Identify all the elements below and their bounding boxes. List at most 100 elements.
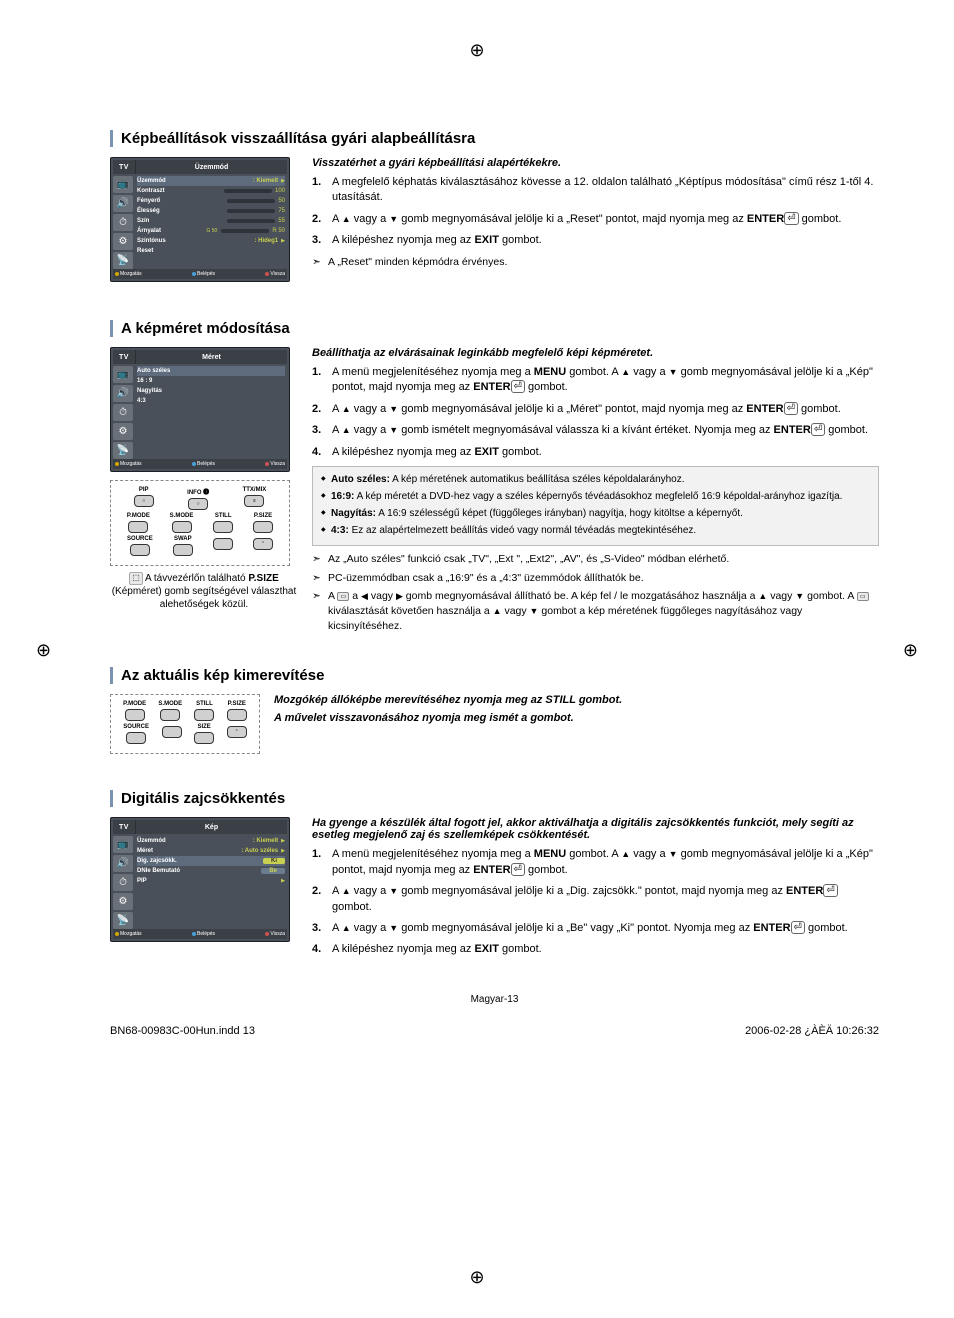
tv-row: Méret: Auto széles▶	[137, 846, 285, 856]
note-text: A „Reset" minden képmódra érvényes.	[328, 255, 507, 270]
tv-header-title: Üzemmód	[135, 160, 287, 174]
remote-btn: SOURCE	[127, 536, 153, 556]
section-still: Az aktuális kép kimerevítése P.MODES.MOD…	[110, 667, 879, 760]
remote-mock-size: PIP○INFO 🅘○TTX/MIX≡P.MODES.MODESTILLP.SI…	[110, 480, 290, 566]
tv-icon: 📺	[113, 366, 133, 383]
tv-header-tv: TV	[113, 820, 135, 834]
step-num: 3.	[312, 423, 332, 438]
tv-mock-kep: TV Kép 📺 🔊 ⏱ ⚙ 📡 Üzemmód: Kiemelt▶Méret:…	[110, 817, 290, 942]
info-item: Nagyítás: A 16:9 szélességű képet (függő…	[331, 506, 743, 521]
tv-row-label: Auto széles	[137, 368, 285, 374]
tv-row: Reset	[137, 246, 285, 256]
tv-rows-2: Auto széles 16 : 9 Nagyítás 4:3	[135, 364, 287, 459]
footer-right: 2006-02-28 ¿ÀÈÄ 10:26:32	[745, 1025, 879, 1037]
tv-row-value: Be	[261, 868, 285, 874]
step-text: A ▲ vagy a ▼ gomb megnyomásával jelölje …	[332, 884, 879, 915]
step-num: 2.	[312, 884, 332, 915]
remote-btn	[162, 724, 182, 744]
diamond-icon: ◆	[321, 506, 331, 521]
tv-icon: 📡	[113, 912, 133, 929]
tv-icon: 📡	[113, 252, 133, 269]
section-dnr: Digitális zajcsökkentés TV Kép 📺 🔊 ⏱ ⚙ 📡…	[110, 790, 879, 963]
tv-row-label: Reset	[137, 248, 285, 254]
tv-row: Nagyítás	[137, 386, 285, 396]
tv-header-title: Méret	[135, 350, 287, 364]
tv-row-label: Kontraszt	[137, 188, 220, 194]
tv-row: Dig. zajcsökk.Ki	[137, 856, 285, 866]
tv-icon: 🔊	[113, 855, 133, 872]
crop-mark-right: ⊕	[903, 640, 918, 661]
tv-row-label: Üzemmód	[137, 838, 253, 844]
section-reset-subtitle: Visszatérhet a gyári képbeállítási alapé…	[312, 157, 879, 169]
remote-mock-still: P.MODES.MODESTILLP.SIZESOURCESIZE⌃	[110, 694, 260, 754]
section-size-subtitle: Beállíthatja az elvárásainak leginkább m…	[312, 347, 879, 359]
tv-icon: ⏱	[113, 404, 133, 421]
tv-row-label: Dig. zajcsökk.	[137, 858, 263, 864]
tv-icon: ⏱	[113, 874, 133, 891]
tv-icon: ⚙	[113, 233, 133, 250]
tv-icon: ⚙	[113, 893, 133, 910]
step-text: A ▲ vagy a ▼ gomb megnyomásával jelölje …	[332, 212, 879, 227]
footer-line: BN68-00983C-00Hun.indd 13 2006-02-28 ¿ÀÈ…	[110, 1025, 879, 1037]
remote-btn: SIZE	[194, 724, 214, 744]
step-num: 2.	[312, 402, 332, 417]
step-text: A ▲ vagy a ▼ gomb ismételt megnyomásával…	[332, 423, 879, 438]
info-box-sizes: ◆Auto széles: A kép méretének automatiku…	[312, 466, 879, 546]
info-item: 16:9: A kép méretét a DVD-hez vagy a szé…	[331, 489, 842, 504]
remote-btn: S.MODE	[170, 513, 194, 533]
tv-row-value: Ki	[263, 858, 285, 864]
step-text: A ▲ vagy a ▼ gomb megnyomásával jelölje …	[332, 402, 879, 417]
psize-badge-icon: ⬚	[129, 572, 143, 584]
page-number: Magyar-13	[110, 994, 879, 1005]
crop-mark-bottom: ⊕	[469, 1267, 484, 1288]
remote-btn: STILL	[213, 513, 233, 533]
tv-rows-1: Üzemmód: Kiemelt▶Kontraszt100Fényerő50Él…	[135, 174, 287, 269]
tv-footer-belep: Belépés	[197, 931, 215, 937]
step-text: A kilépéshez nyomja meg az EXIT gombot.	[332, 233, 879, 248]
info-item: Auto széles: A kép méretének automatikus…	[331, 472, 685, 487]
tv-row-value: : Kiemelt	[253, 838, 278, 844]
step-text: A megfelelő képhatás kiválasztásához köv…	[332, 175, 879, 206]
tv-row: Auto széles	[137, 366, 285, 376]
tv-row: 16 : 9	[137, 376, 285, 386]
diamond-icon: ◆	[321, 489, 331, 504]
diamond-icon: ◆	[321, 472, 331, 487]
tv-footer-belep: Belépés	[197, 461, 215, 467]
tv-row: PIP▶	[137, 876, 285, 886]
tv-footer: Mozgatás Belépés Vissza	[113, 929, 287, 939]
step-text: A kilépéshez nyomja meg az EXIT gombot.	[332, 942, 879, 957]
tv-row: Kontraszt100	[137, 186, 285, 196]
tv-footer: Mozgatás Belépés Vissza	[113, 459, 287, 469]
tv-icon: 🔊	[113, 385, 133, 402]
tv-row: Üzemmód: Kiemelt▶	[137, 176, 285, 186]
tv-row: Üzemmód: Kiemelt▶	[137, 836, 285, 846]
tv-footer-mozg: Mozgatás	[120, 271, 142, 277]
tv-row-label: Fényerő	[137, 198, 223, 204]
tv-mock-uzemmod: TV Üzemmód 📺 🔊 ⏱ ⚙ 📡 Üzemmód: Kiemelt▶Ko…	[110, 157, 290, 282]
step-num: 4.	[312, 942, 332, 957]
tv-row-value: : Hideg1	[254, 238, 278, 244]
section-reset-title: Képbeállítások visszaállítása gyári alap…	[110, 130, 879, 147]
note-text: A ▭ a ◀ vagy ▶ gomb megnyomásával állíth…	[328, 589, 879, 633]
step-num: 3.	[312, 921, 332, 936]
note-icon: ➣	[312, 552, 328, 567]
tv-row: ÁrnyalatG 50R 50	[137, 226, 285, 236]
tv-row-label: Árnyalat	[137, 228, 206, 234]
step-num: 4.	[312, 445, 332, 460]
section-size-title: A képméret módosítása	[110, 320, 879, 337]
tv-icon: ⚙	[113, 423, 133, 440]
step-num: 1.	[312, 847, 332, 878]
step-text: A menü megjelenítéséhez nyomja meg a MEN…	[332, 847, 879, 878]
section-still-sub2: A művelet visszavonásához nyomja meg ism…	[274, 712, 879, 724]
step-text: A menü megjelenítéséhez nyomja meg a MEN…	[332, 365, 879, 396]
remote-btn: P.SIZE	[227, 701, 247, 721]
note-icon: ➣	[312, 589, 328, 633]
tv-row: Szín55	[137, 216, 285, 226]
remote-caption: ⬚ A távvezérlőn található P.SIZE (Képmér…	[110, 572, 298, 611]
tv-row-label: 16 : 9	[137, 378, 285, 384]
step-num: 3.	[312, 233, 332, 248]
tv-row-label: 4:3	[137, 398, 285, 404]
crop-mark-left: ⊕	[36, 640, 51, 661]
remote-btn: P.SIZE	[253, 513, 273, 533]
tv-icon: 📺	[113, 836, 133, 853]
